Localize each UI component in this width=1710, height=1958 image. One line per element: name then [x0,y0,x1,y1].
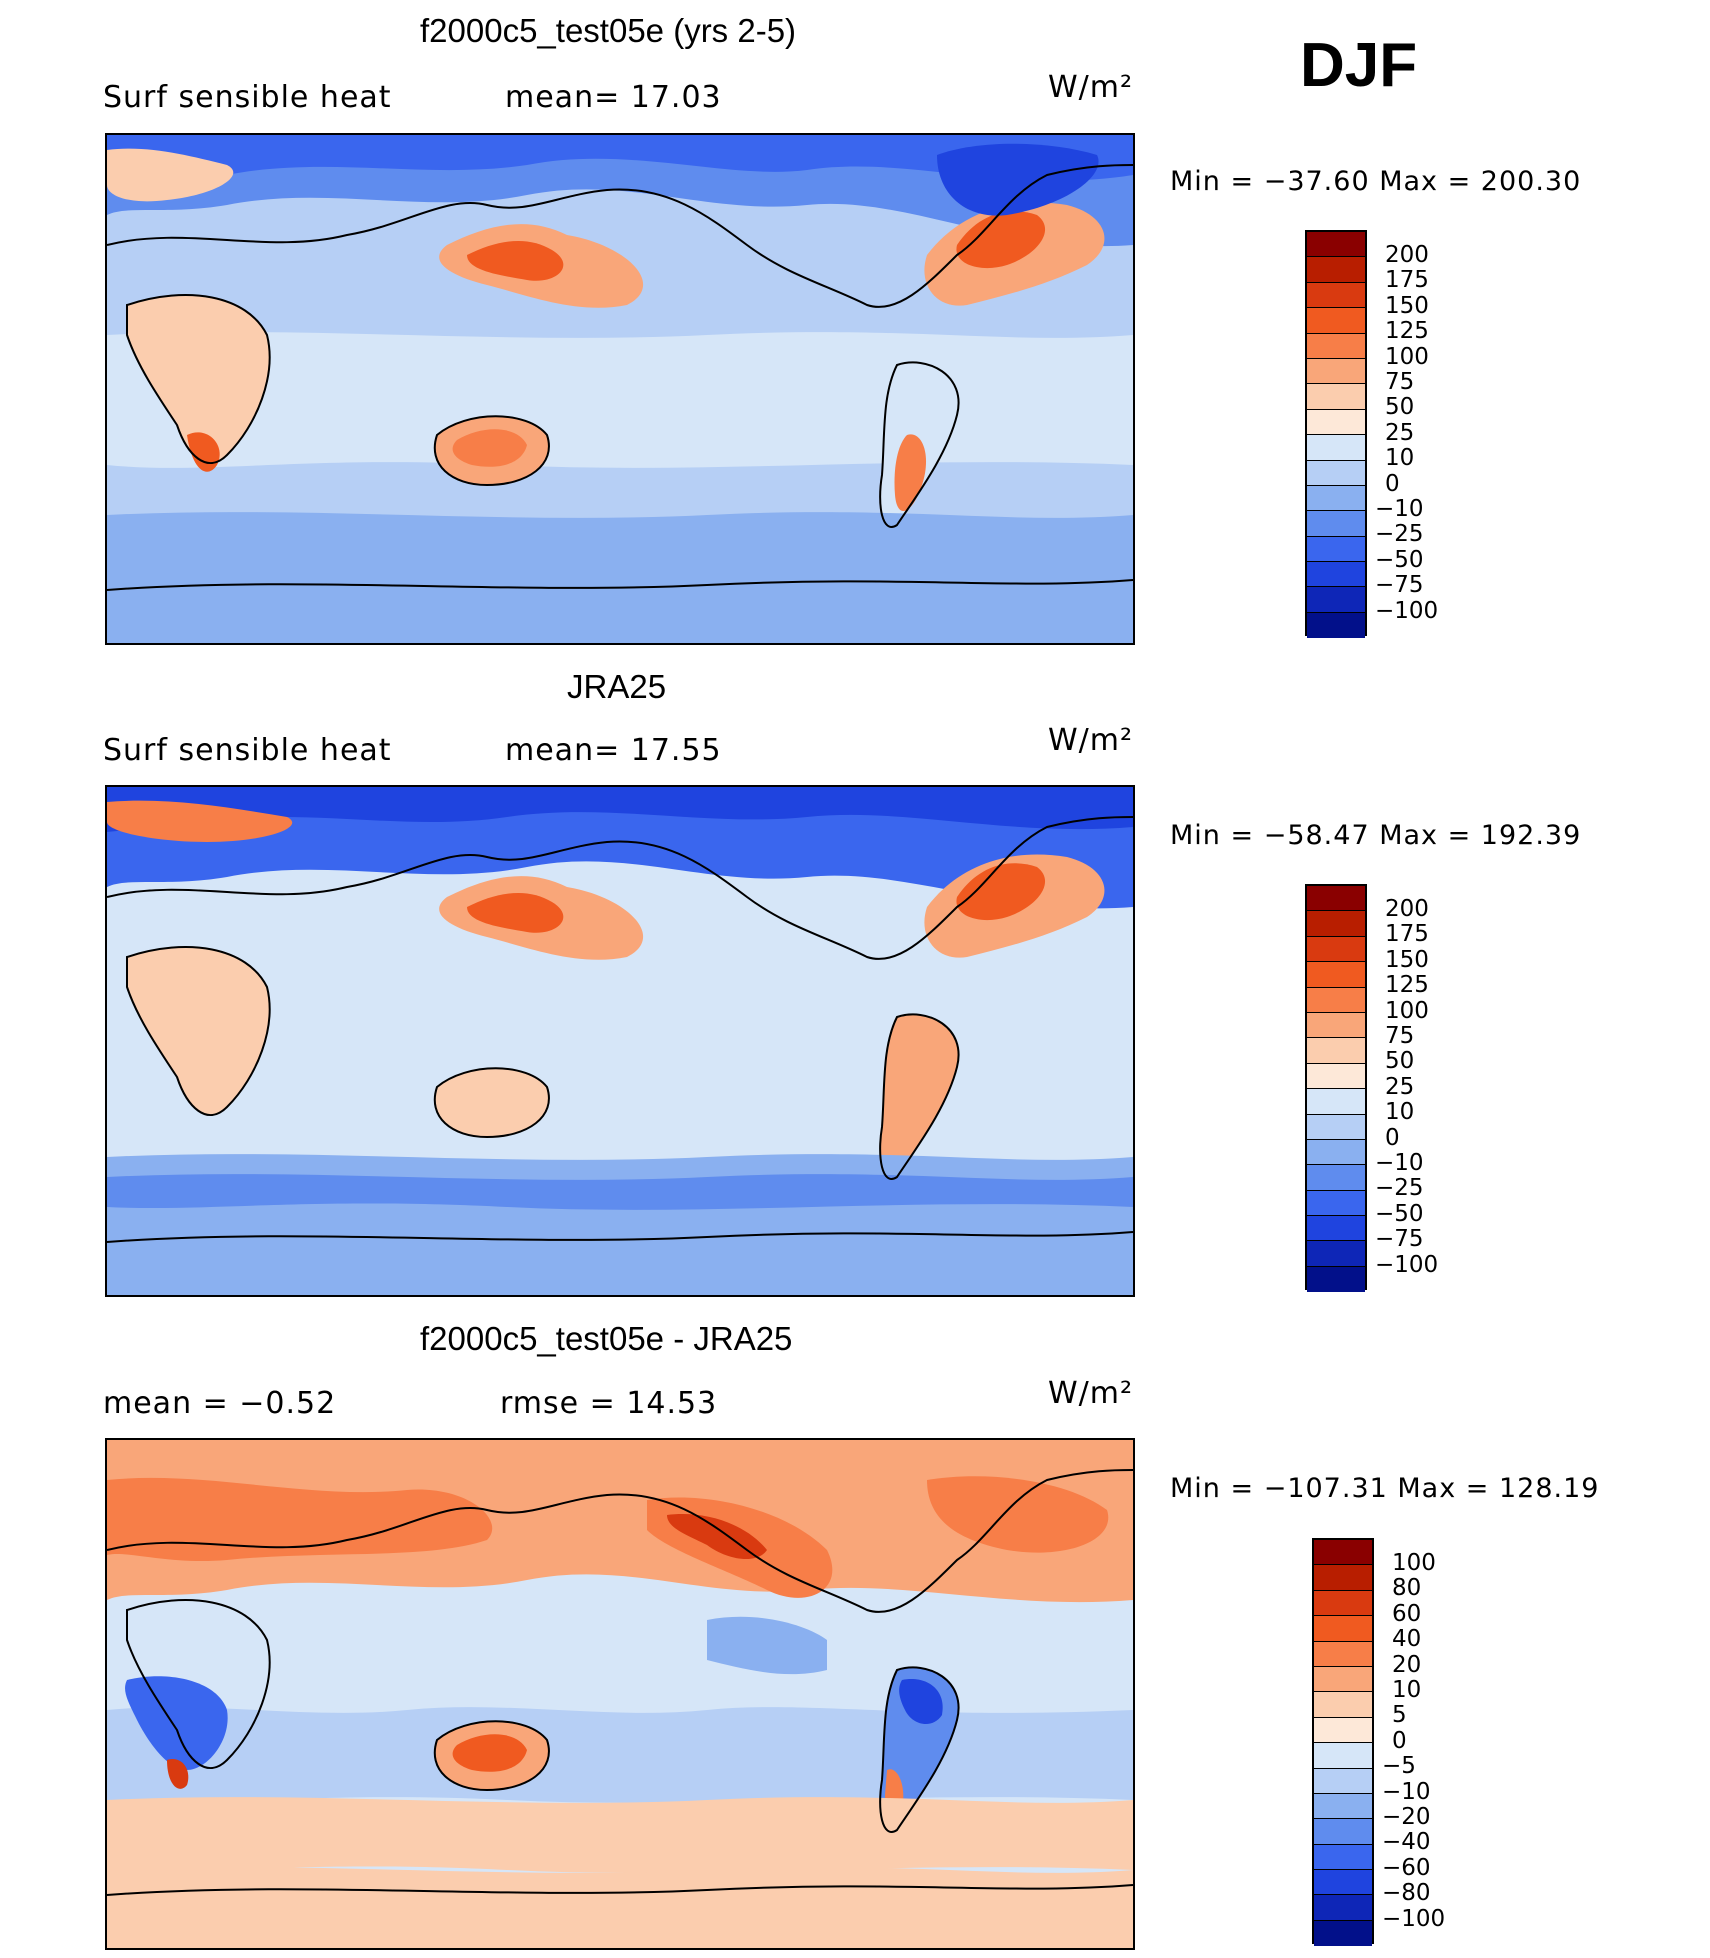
colorbar-tick: 25 [1385,420,1415,446]
panel-1-colorbar-ticks: 200 175 150 125 100 75 50 25 10 0 −10 −2… [1375,230,1465,636]
panel-1-minmax-label: Min = −37.60 Max = 200.30 [1170,166,1582,197]
colorbar-tick: −75 [1375,572,1424,598]
panel-1-title: f2000c5_test05e (yrs 2-5) [420,12,797,49]
colorbar-tick: 100 [1392,1550,1436,1576]
colorbar-tick: 60 [1392,1601,1422,1627]
colorbar-tick: −25 [1375,521,1424,547]
colorbar-tick: 5 [1392,1702,1407,1728]
colorbar-tick: 25 [1385,1074,1415,1100]
panel-1-colorbar [1305,230,1367,639]
colorbar-tick: −50 [1375,1201,1424,1227]
panel-3-minmax-label: Min = −107.31 Max = 128.19 [1170,1473,1600,1504]
colorbar-tick: 200 [1385,896,1429,922]
colorbar-tick: −10 [1375,496,1424,522]
colorbar-tick: −20 [1382,1804,1431,1830]
colorbar-tick: 200 [1385,242,1429,268]
colorbar-tick: −5 [1382,1753,1416,1779]
colorbar-tick: 10 [1392,1677,1422,1703]
colorbar-tick: −25 [1375,1175,1424,1201]
colorbar-tick: 50 [1385,1048,1415,1074]
season-label: DJF [1300,31,1418,100]
panel-2-minmax-label: Min = −58.47 Max = 192.39 [1170,820,1582,851]
colorbar-tick: 10 [1385,1099,1415,1125]
panel-3-mean-label: mean = −0.52 [103,1386,337,1421]
panel-3-map [105,1438,1135,1950]
colorbar-tick: 125 [1385,972,1429,998]
colorbar-tick: 20 [1392,1652,1422,1678]
colorbar-tick: −50 [1375,547,1424,573]
panel-2-title: JRA25 [567,668,667,705]
panel-2-map-svg [107,787,1133,1295]
colorbar-tick: 75 [1385,1023,1415,1049]
panel-2-colorbar-ticks: 200 175 150 125 100 75 50 25 10 0 −10 −2… [1375,884,1465,1290]
colorbar-tick: 0 [1385,471,1400,497]
colorbar-tick: 40 [1392,1626,1422,1652]
panel-3-colorbar [1312,1538,1374,1947]
colorbar-tick: 175 [1385,921,1429,947]
panel-3-colorbar-ticks: 100 80 60 40 20 10 5 0 −5 −10 −20 −40 −6… [1382,1538,1472,1944]
colorbar-tick: −100 [1382,1906,1446,1932]
colorbar-tick: −60 [1382,1855,1431,1881]
colorbar-tick: 100 [1385,344,1429,370]
colorbar-tick: 100 [1385,998,1429,1024]
panel-2-units-label: W/m² [1048,723,1134,758]
panel-2-colorbar [1305,884,1367,1293]
colorbar-tick: 125 [1385,318,1429,344]
colorbar-tick: 0 [1385,1125,1400,1151]
colorbar-tick: 10 [1385,445,1415,471]
colorbar-tick: −100 [1375,598,1439,624]
panel-1-mean-label: mean= 17.03 [505,80,722,115]
panel-1-map-svg [107,135,1133,643]
colorbar-tick: 50 [1385,394,1415,420]
panel-1-map [105,133,1135,645]
panel-2-map [105,785,1135,1297]
panel-1-units-label: W/m² [1048,70,1134,105]
colorbar-tick: 150 [1385,947,1429,973]
panel-3-map-svg [107,1440,1133,1948]
colorbar-tick: −40 [1382,1829,1431,1855]
colorbar-tick: −75 [1375,1226,1424,1252]
panel-1-variable-label: Surf sensible heat [103,80,392,115]
colorbar-tick: −100 [1375,1252,1439,1278]
colorbar-tick: −10 [1382,1779,1431,1805]
colorbar-tick: 0 [1392,1728,1407,1754]
panel-2-mean-label: mean= 17.55 [505,733,722,768]
colorbar-tick: 150 [1385,293,1429,319]
colorbar-tick: 80 [1392,1575,1422,1601]
colorbar-tick: −10 [1375,1150,1424,1176]
panel-3-units-label: W/m² [1048,1376,1134,1411]
colorbar-tick: 175 [1385,267,1429,293]
panel-3-title: f2000c5_test05e - JRA25 [420,1320,793,1357]
colorbar-tick: −80 [1382,1880,1431,1906]
panel-3-rmse-label: rmse = 14.53 [500,1386,718,1421]
colorbar-tick: 75 [1385,369,1415,395]
panel-2-variable-label: Surf sensible heat [103,733,392,768]
